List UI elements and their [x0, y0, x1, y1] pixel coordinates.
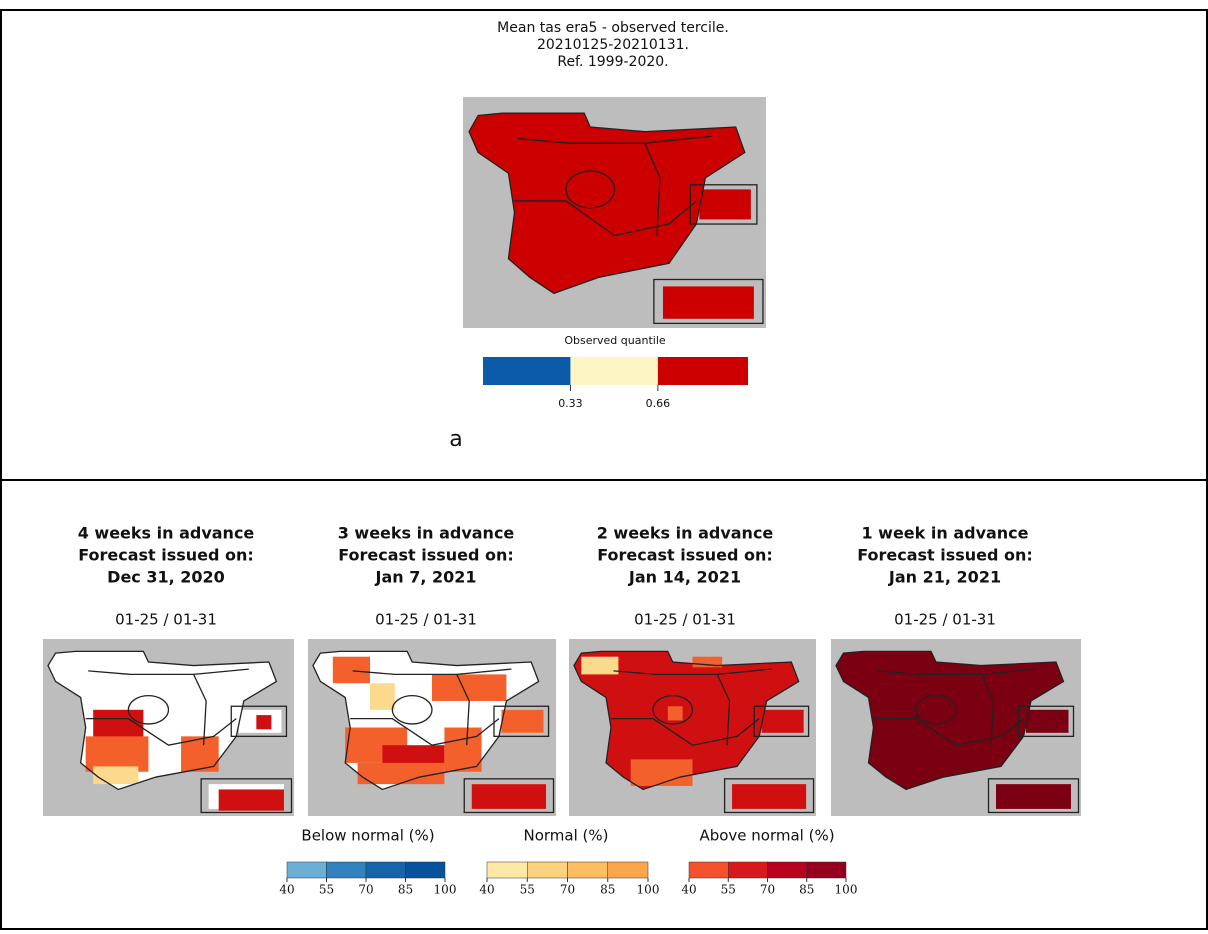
map: [43, 639, 294, 816]
legend-segment: [527, 862, 567, 878]
legend-tick-label: 55: [319, 883, 334, 897]
panel-heading: Forecast issued on:: [597, 546, 773, 565]
canary-area: [663, 286, 754, 318]
legend-segment: [327, 862, 367, 878]
legend-tick-label: 40: [479, 883, 494, 897]
legend-segment: [768, 862, 807, 878]
legend-label: Below normal (%): [301, 827, 434, 845]
legend-tick-label: 55: [721, 883, 736, 897]
legend-segment: [366, 862, 406, 878]
colorbar-segment: [483, 357, 570, 385]
legend-tick-label: 100: [637, 883, 660, 897]
legend-tick-label: 85: [799, 883, 814, 897]
map-title: Mean tas era5 - observed tercile.: [497, 20, 729, 36]
legend-segment: [287, 862, 327, 878]
balearic-area: [1026, 710, 1069, 733]
balearic-area: [699, 189, 751, 219]
legend-tick-label: 85: [600, 883, 615, 897]
panel-heading: Forecast issued on:: [78, 546, 254, 565]
colorbar-label: Observed quantile: [564, 334, 666, 347]
period-label: 01-25 / 01-31: [115, 611, 217, 629]
grid-cell: [501, 710, 543, 733]
period-label: 01-25 / 01-31: [634, 611, 736, 629]
grid-cell: [219, 789, 284, 810]
legend-segment: [406, 862, 446, 878]
balearic-area: [762, 710, 804, 733]
grid-cell: [333, 657, 370, 684]
colorbar-segment: [570, 357, 657, 385]
legend-label: Normal (%): [524, 827, 609, 845]
legend-tick-label: 85: [398, 883, 413, 897]
legend-segment: [608, 862, 648, 878]
panel-label: a: [449, 427, 462, 452]
panel-heading: Forecast issued on:: [338, 546, 514, 565]
panel-heading: Jan 21, 2021: [888, 568, 1001, 587]
period-label: 01-25 / 01-31: [375, 611, 477, 629]
period-label: 01-25 / 01-31: [894, 611, 996, 629]
panel-heading: Dec 31, 2020: [107, 568, 225, 587]
panel-heading: Jan 14, 2021: [628, 568, 741, 587]
grid-cell: [444, 728, 481, 772]
map: [569, 639, 816, 816]
grid-cell: [472, 784, 546, 809]
grid-cell: [370, 683, 395, 710]
colorbar-segment: [658, 357, 748, 385]
legend-segment: [487, 862, 527, 878]
grid-cell: [432, 674, 506, 701]
legend-segment: [728, 862, 767, 878]
canary-area: [996, 784, 1071, 809]
map: [831, 639, 1081, 816]
canary-area: [732, 784, 806, 809]
map: [463, 97, 766, 328]
panel-heading: Jan 7, 2021: [374, 568, 476, 587]
legend-tick-label: 70: [760, 883, 775, 897]
legend-tick-label: 100: [835, 883, 858, 897]
colorbar-tick-label: 0.66: [646, 397, 671, 410]
grid-cell: [256, 715, 271, 729]
panel-heading: Forecast issued on:: [857, 546, 1033, 565]
map: [308, 639, 556, 816]
panel-heading: 2 weeks in advance: [597, 524, 774, 543]
colorbar-tick-label: 0.33: [558, 397, 583, 410]
legend-tick-label: 70: [358, 883, 373, 897]
legend-tick-label: 55: [520, 883, 535, 897]
legend-label: Above normal (%): [699, 827, 834, 845]
grid-cell: [358, 763, 445, 784]
grid-cell: [581, 657, 618, 675]
map-title: 20210125-20210131.: [537, 37, 689, 53]
grid-cell: [668, 706, 683, 720]
legend-segment: [568, 862, 608, 878]
legend-segment: [807, 862, 846, 878]
legend-segment: [689, 862, 728, 878]
legend-tick-label: 100: [434, 883, 457, 897]
panel-heading: 4 weeks in advance: [78, 524, 255, 543]
panel-heading: 3 weeks in advance: [338, 524, 515, 543]
grid-cell: [93, 766, 138, 784]
figure: Mean tas era5 - observed tercile.2021012…: [0, 0, 1208, 930]
map-title: Ref. 1999-2020.: [557, 54, 668, 70]
panel-heading: 1 week in advance: [861, 524, 1028, 543]
grid-cell: [631, 759, 693, 786]
legend-tick-label: 40: [681, 883, 696, 897]
legend-tick-label: 70: [560, 883, 575, 897]
legend-tick-label: 40: [279, 883, 294, 897]
